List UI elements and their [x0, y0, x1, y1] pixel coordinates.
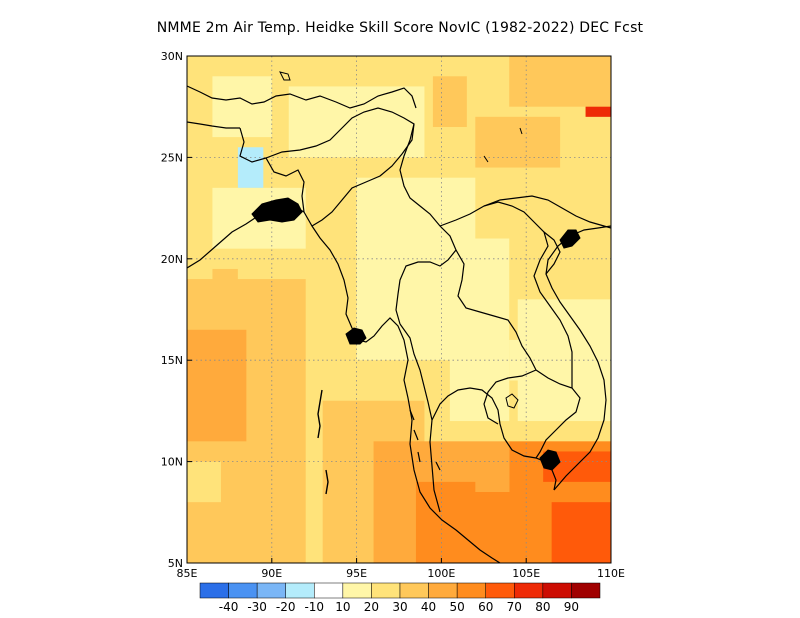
colorbar-swatch — [256, 582, 286, 599]
border-laos-thailand-mekong — [455, 249, 537, 371]
skill-cell — [551, 502, 611, 563]
map-title: NMME 2m Air Temp. Heidke Skill Score Nov… — [156, 20, 644, 36]
skill-cell — [187, 461, 221, 503]
colorbar-label: 30 — [392, 600, 407, 614]
plot-frame — [186, 55, 612, 564]
colorbar-swatch — [314, 582, 344, 599]
skill-cell — [449, 238, 510, 422]
colorbar-label: 70 — [507, 600, 522, 614]
northern-islets — [279, 71, 523, 163]
myeik-archipelago — [409, 409, 441, 471]
x-tick-label: 100E — [427, 567, 455, 580]
colorbar-swatch — [485, 582, 515, 599]
coastlines-borders — [187, 71, 611, 563]
border-himalaya — [187, 85, 417, 109]
colorbar-swatch — [571, 582, 601, 599]
x-tick-label: 105E — [512, 567, 540, 580]
y-tick-label: 30N — [161, 50, 183, 63]
colorbar-swatch — [199, 582, 229, 599]
colorbar-label: 40 — [421, 600, 436, 614]
x-tick-label: 110E — [597, 567, 625, 580]
colorbar-label: 80 — [535, 600, 550, 614]
colorbar-label: 10 — [335, 600, 350, 614]
border-northeast-india — [265, 107, 415, 227]
tonle-sap-lake — [505, 393, 519, 409]
colorbar-swatch — [371, 582, 401, 599]
colorbar-label: 20 — [364, 600, 379, 614]
colorbar-label: 90 — [564, 600, 579, 614]
colorbar-swatch — [514, 582, 544, 599]
colorbar-label: 60 — [478, 600, 493, 614]
red-river-delta — [559, 229, 581, 249]
colorbar-swatch — [542, 582, 572, 599]
andaman-islands — [317, 389, 329, 495]
colorbar-label: 50 — [450, 600, 465, 614]
coastline-china-south — [187, 121, 240, 129]
border-myanmar-thailand — [399, 323, 433, 421]
colorbar-swatch — [399, 582, 429, 599]
y-tick-label: 20N — [161, 253, 183, 266]
x-tick-label: 85E — [177, 567, 198, 580]
skill-cell — [246, 299, 272, 330]
border-cambodia-vietnam — [535, 369, 581, 459]
y-tick-label: 15N — [161, 354, 183, 367]
x-tick-label: 90E — [261, 567, 282, 580]
colorbar-label: -10 — [304, 600, 324, 614]
border-thailand-cambodia — [483, 369, 537, 425]
colorbar-swatch — [228, 582, 258, 599]
colorbar-swatch — [342, 582, 372, 599]
skill-cell — [212, 268, 238, 320]
colorbar-label: -20 — [276, 600, 296, 614]
axis-ticks: 85E 90E 95E 100E 105E 110E 5N 10N 15N 20N 25N 30N — [161, 50, 625, 580]
skill-cell — [432, 76, 467, 127]
border-myanmar-china — [395, 123, 457, 325]
skill-cell — [187, 329, 247, 442]
colorbar-label: -30 — [247, 600, 267, 614]
colorbar-swatch — [428, 582, 458, 599]
colorbar-swatch — [456, 582, 486, 599]
colorbar-swatch — [285, 582, 315, 599]
border-india-bangladesh — [239, 127, 305, 213]
y-tick-label: 25N — [161, 151, 183, 164]
colorbar: -40 -30 -20 -10 10 20 30 40 50 60 70 80 90 — [199, 582, 601, 614]
skill-score-field — [187, 56, 611, 563]
x-tick-label: 95E — [346, 567, 367, 580]
skill-cell — [212, 76, 272, 138]
irrawaddy-delta — [345, 327, 367, 345]
y-tick-label: 5N — [168, 557, 183, 570]
ganges-delta — [251, 197, 303, 223]
colorbar-label: -40 — [219, 600, 239, 614]
mekong-delta — [539, 449, 561, 471]
skill-cell — [237, 147, 264, 188]
border-thailand-laos — [439, 201, 561, 275]
border-laos-vietnam — [533, 231, 573, 388]
y-tick-label: 10N — [161, 456, 183, 469]
skill-cell — [509, 56, 611, 107]
border-china-vietnam — [483, 195, 611, 229]
skill-cell — [475, 116, 561, 168]
